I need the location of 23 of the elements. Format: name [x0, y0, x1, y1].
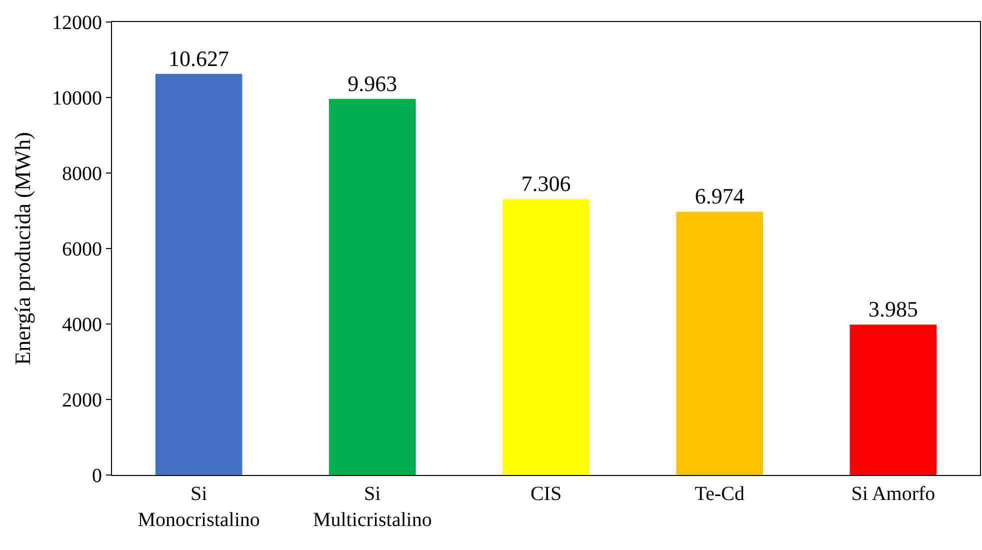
x-tick-label: Si Amorfo: [851, 483, 936, 505]
bar: [155, 74, 242, 475]
data-label: 7.306: [521, 171, 571, 196]
y-tick-label: 2000: [62, 390, 102, 412]
y-tick-label: 4000: [62, 314, 102, 336]
y-tick-label: 6000: [62, 238, 102, 260]
x-tick-label: CIS: [530, 483, 562, 505]
x-tick-label: Si Multicristalino: [312, 483, 432, 531]
y-tick-label: 12000: [52, 12, 102, 34]
bar: [676, 212, 763, 475]
y-tick-label: 10000: [52, 88, 102, 110]
data-label: 6.974: [694, 184, 744, 209]
data-label: 9.963: [348, 70, 398, 96]
bar: [502, 199, 590, 475]
bar: [850, 324, 937, 475]
bar: [329, 98, 416, 475]
y-tick-label: 0: [92, 465, 102, 487]
y-tick-label: 8000: [62, 163, 102, 185]
data-label: 3.985: [868, 296, 918, 322]
x-tick-label: Te-Cd: [694, 483, 744, 505]
data-label: 10.627: [168, 46, 230, 71]
x-tick-label: Si Monocristalino: [138, 483, 260, 531]
y-axis-title: Energía producida (MWh): [10, 132, 35, 365]
